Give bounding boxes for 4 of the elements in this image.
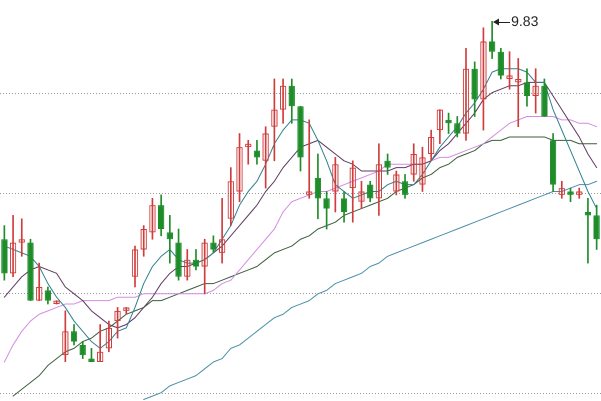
candlestick: [584, 198, 592, 264]
candlestick: [445, 112, 452, 134]
candlestick: [88, 348, 95, 362]
annotation: 9.83: [511, 12, 539, 29]
